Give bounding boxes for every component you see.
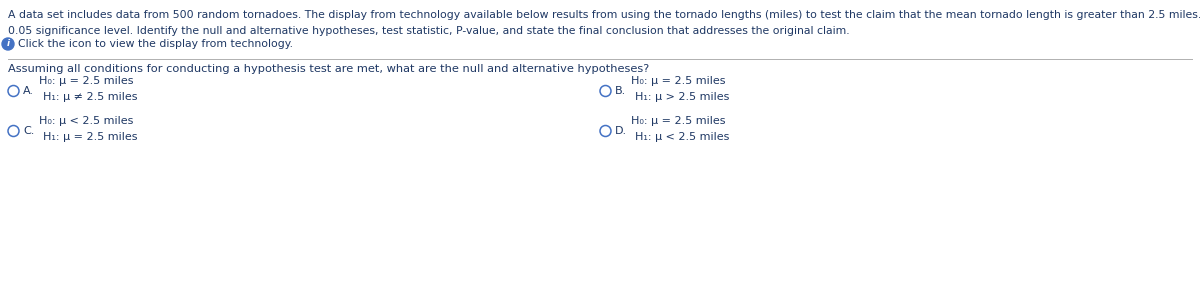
Text: Click the icon to view the display from technology.: Click the icon to view the display from …	[18, 39, 293, 49]
Text: A data set includes data from 500 random tornadoes. The display from technology : A data set includes data from 500 random…	[8, 10, 1200, 20]
Text: H₀: μ = 2.5 miles: H₀: μ = 2.5 miles	[631, 76, 726, 86]
Text: H₁: μ > 2.5 miles: H₁: μ > 2.5 miles	[635, 92, 730, 102]
Circle shape	[2, 38, 14, 50]
Text: H₁: μ = 2.5 miles: H₁: μ = 2.5 miles	[43, 132, 138, 142]
Text: i: i	[6, 39, 10, 49]
Text: D.: D.	[616, 126, 628, 136]
Text: H₀: μ = 2.5 miles: H₀: μ = 2.5 miles	[38, 76, 133, 86]
Text: H₁: μ ≠ 2.5 miles: H₁: μ ≠ 2.5 miles	[43, 92, 138, 102]
Text: B.: B.	[616, 86, 626, 96]
Text: H₀: μ < 2.5 miles: H₀: μ < 2.5 miles	[38, 116, 133, 126]
Text: C.: C.	[23, 126, 35, 136]
Text: A.: A.	[23, 86, 34, 96]
Text: H₁: μ < 2.5 miles: H₁: μ < 2.5 miles	[635, 132, 730, 142]
Text: H₀: μ = 2.5 miles: H₀: μ = 2.5 miles	[631, 116, 726, 126]
Text: 0.05 significance level. Identify the null and alternative hypotheses, test stat: 0.05 significance level. Identify the nu…	[8, 26, 850, 36]
Text: Assuming all conditions for conducting a hypothesis test are met, what are the n: Assuming all conditions for conducting a…	[8, 64, 649, 74]
